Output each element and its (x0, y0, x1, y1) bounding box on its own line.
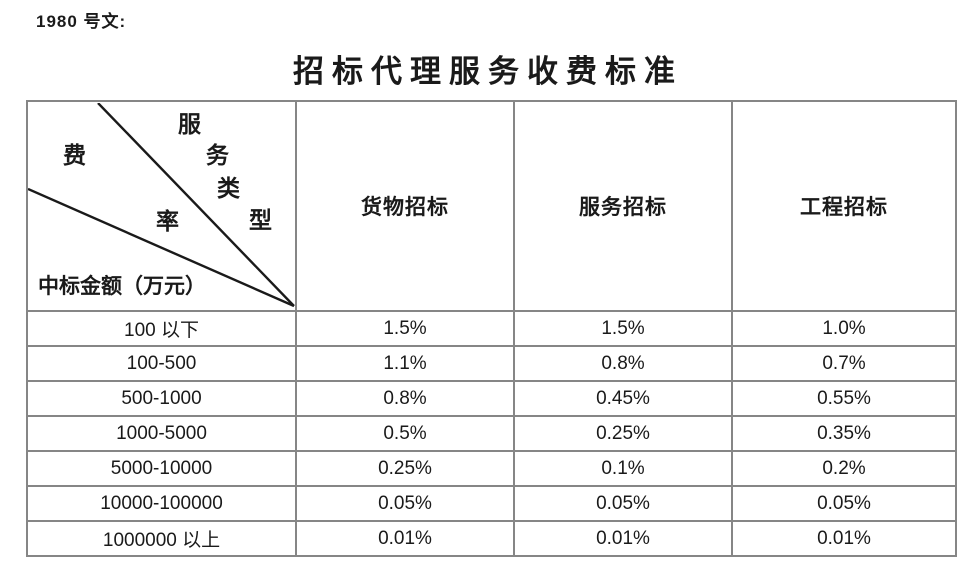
rate-cell: 0.05% (295, 485, 515, 522)
column-header-goods-bidding: 货物招标 (295, 100, 515, 312)
rate-cell: 0.05% (513, 485, 733, 522)
table-row: 100-500 1.1% 0.8% 0.7% (26, 345, 957, 382)
corner-fee-rate-char-1: 费 (63, 143, 86, 168)
rate-cell: 0.5% (295, 415, 515, 452)
table-row: 1000-5000 0.5% 0.25% 0.35% (26, 415, 957, 452)
page-title: 招标代理服务收费标准 (293, 54, 683, 89)
table-row: 100 以下 1.5% 1.5% 1.0% (26, 310, 957, 347)
doc-number-label: 1980 号文: (36, 12, 127, 31)
column-header-service-bidding: 服务招标 (513, 100, 733, 312)
rate-cell: 0.2% (731, 450, 957, 487)
rate-cell: 1.1% (295, 345, 515, 382)
table-header-row: 服 务 类 型 费 率 中标金额（万元） 货物招标 服务招标 工程招标 (26, 100, 957, 312)
table-row: 10000-100000 0.05% 0.05% 0.05% (26, 485, 957, 522)
amount-range-cell: 100 以下 (26, 310, 297, 347)
fee-standard-table: 服 务 类 型 费 率 中标金额（万元） 货物招标 服务招标 工程招标 100 … (26, 100, 957, 557)
amount-range-cell: 1000000 以上 (26, 520, 297, 557)
rate-cell: 0.01% (731, 520, 957, 557)
amount-range-cell: 1000-5000 (26, 415, 297, 452)
rate-cell: 0.8% (295, 380, 515, 417)
amount-range-cell: 100-500 (26, 345, 297, 382)
corner-service-type-char-4: 型 (249, 208, 272, 233)
amount-range-cell: 5000-10000 (26, 450, 297, 487)
diagonal-corner-content: 服 务 类 型 费 率 中标金额（万元） (29, 103, 294, 309)
rate-cell: 0.35% (731, 415, 957, 452)
rate-cell: 1.5% (295, 310, 515, 347)
amount-range-cell: 10000-100000 (26, 485, 297, 522)
rate-cell: 0.01% (295, 520, 515, 557)
corner-service-type-char-2: 务 (206, 143, 229, 168)
rate-cell: 0.25% (513, 415, 733, 452)
diagonal-corner-cell: 服 务 类 型 费 率 中标金额（万元） (26, 100, 297, 312)
rate-cell: 0.01% (513, 520, 733, 557)
table-row: 5000-10000 0.25% 0.1% 0.2% (26, 450, 957, 487)
table-row: 500-1000 0.8% 0.45% 0.55% (26, 380, 957, 417)
corner-service-type-char-1: 服 (178, 112, 201, 137)
corner-fee-rate-char-2: 率 (156, 209, 179, 234)
rate-cell: 0.55% (731, 380, 957, 417)
rate-cell: 1.0% (731, 310, 957, 347)
rate-cell: 0.25% (295, 450, 515, 487)
rate-cell: 0.7% (731, 345, 957, 382)
rate-cell: 0.45% (513, 380, 733, 417)
amount-range-cell: 500-1000 (26, 380, 297, 417)
rate-cell: 0.8% (513, 345, 733, 382)
column-header-works-bidding: 工程招标 (731, 100, 957, 312)
rate-cell: 1.5% (513, 310, 733, 347)
corner-row-axis-label: 中标金额（万元） (38, 274, 206, 298)
corner-service-type-char-3: 类 (217, 176, 240, 201)
rate-cell: 0.1% (513, 450, 733, 487)
diagonal-split-lines (29, 103, 294, 308)
table-row: 1000000 以上 0.01% 0.01% 0.01% (26, 520, 957, 557)
rate-cell: 0.05% (731, 485, 957, 522)
